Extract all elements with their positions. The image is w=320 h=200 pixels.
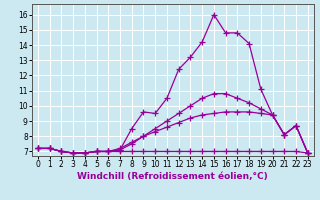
X-axis label: Windchill (Refroidissement éolien,°C): Windchill (Refroidissement éolien,°C): [77, 172, 268, 181]
